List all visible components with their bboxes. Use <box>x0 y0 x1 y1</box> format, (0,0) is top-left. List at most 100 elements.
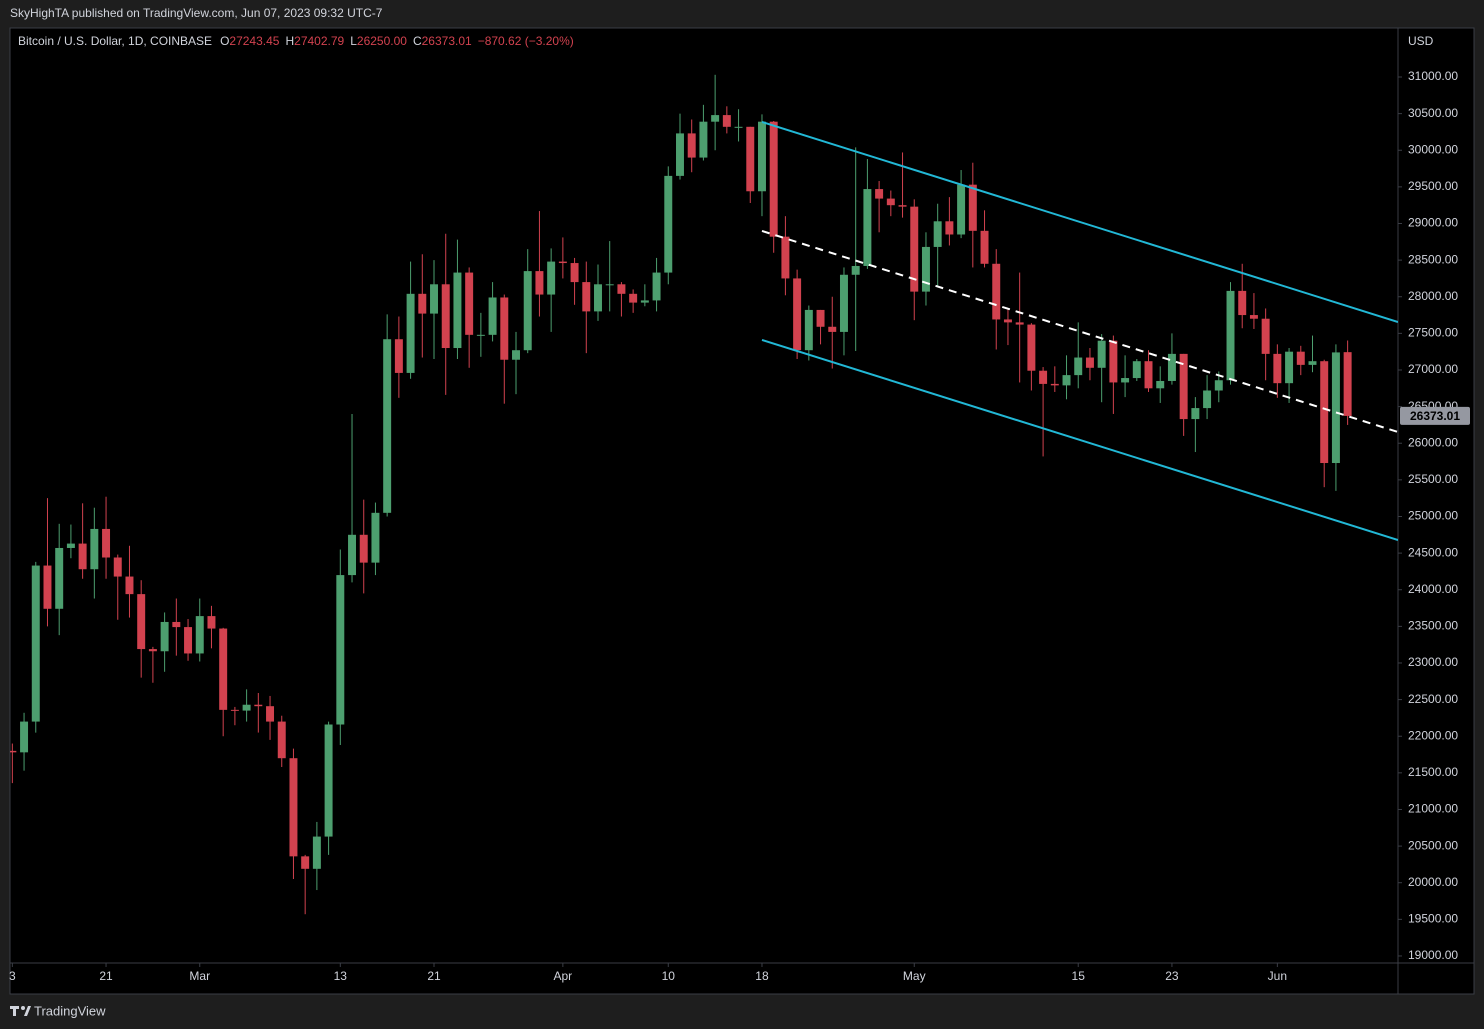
trend-line <box>761 121 1398 323</box>
x-tick-label: Mar <box>189 969 210 983</box>
candle-body <box>1238 290 1247 316</box>
candle-body <box>476 334 485 336</box>
candle-body <box>945 221 954 235</box>
candle-body <box>1214 380 1223 391</box>
candle-body <box>957 184 966 235</box>
candle-body <box>828 326 837 332</box>
y-tick-label: 21000.00 <box>1408 802 1458 816</box>
candle-body <box>348 534 357 576</box>
legend: Bitcoin / U.S. Dollar, 1D, COINBASE O2724… <box>18 34 574 48</box>
candle-body <box>992 263 1001 320</box>
candle-body <box>312 836 321 869</box>
candle-body <box>31 565 40 722</box>
candle-body <box>242 704 251 711</box>
candle-body <box>301 856 310 869</box>
candle-body <box>523 271 532 351</box>
candle-body <box>722 115 731 127</box>
candle-body <box>55 547 64 609</box>
candle-body <box>1203 390 1212 409</box>
y-tick-label: 29500.00 <box>1408 179 1458 193</box>
candle-body <box>488 297 497 335</box>
trend-line <box>761 339 1398 541</box>
candle-body <box>184 627 193 654</box>
x-tick-label: 23 <box>1165 969 1179 983</box>
y-tick-label: 26000.00 <box>1408 435 1458 449</box>
candle-body <box>78 543 87 570</box>
candle-body <box>886 198 895 206</box>
candle-body <box>910 206 919 292</box>
low-label: L <box>350 34 357 48</box>
chart-frame <box>9 27 1475 995</box>
candle-body <box>90 528 99 570</box>
candle-body <box>1261 318 1270 354</box>
candle-body <box>512 350 520 360</box>
candle-body <box>160 621 169 652</box>
candle-body <box>172 621 181 628</box>
y-tick-label: 22500.00 <box>1408 692 1458 706</box>
y-tick-label: 22000.00 <box>1408 728 1458 742</box>
symbol: Bitcoin / U.S. Dollar, 1D, COINBASE <box>18 34 212 48</box>
candle-body <box>558 261 567 264</box>
candle-body <box>219 628 228 710</box>
candle-body <box>1343 352 1352 416</box>
candle-body <box>207 616 216 629</box>
candle-body <box>711 115 720 122</box>
y-tick-label: 19000.00 <box>1408 948 1458 962</box>
x-tick-label: May <box>903 969 926 983</box>
candle-body <box>230 709 239 711</box>
axes: 31000.00 30500.00 30000.00 29500.00 29000.00… <box>9 69 1470 983</box>
high-value: 27402.79 <box>294 34 344 48</box>
candle-body <box>1156 380 1165 389</box>
candle-body <box>1074 357 1083 376</box>
y-tick-label: 21500.00 <box>1408 765 1458 779</box>
candle-body <box>20 721 29 753</box>
candle-body <box>418 293 427 314</box>
close-label: C <box>413 34 422 48</box>
y-tick-label: 25000.00 <box>1408 509 1458 523</box>
candle-body <box>336 575 345 725</box>
y-tick-label: 23500.00 <box>1408 619 1458 633</box>
candle-body <box>1308 361 1317 365</box>
y-tick-label: 31000.00 <box>1408 69 1458 83</box>
candle-body <box>453 272 462 349</box>
y-tick-label: 27500.00 <box>1408 326 1458 340</box>
y-tick-label: 24500.00 <box>1408 545 1458 559</box>
x-tick-label: 10 <box>662 969 676 983</box>
candle-body <box>851 265 860 275</box>
change-value: −870.62 (−3.20%) <box>478 34 574 48</box>
x-tick-label: 15 <box>1072 969 1086 983</box>
x-tick-label: Jun <box>1268 969 1287 983</box>
logo-mark <box>21 1006 25 1010</box>
candle-body <box>10 750 17 753</box>
y-tick-label: 20000.00 <box>1408 875 1458 889</box>
candle-body <box>968 184 977 231</box>
y-tick-label: 27000.00 <box>1408 362 1458 376</box>
candle-body <box>594 284 602 312</box>
y-tick-label: 29000.00 <box>1408 216 1458 230</box>
candle-body <box>102 528 111 558</box>
candle-body <box>1121 378 1130 383</box>
high-label: H <box>285 34 294 48</box>
candle-body <box>266 706 275 722</box>
candle-body <box>781 236 790 279</box>
open-value: 27243.45 <box>229 34 279 48</box>
candle-body <box>687 133 696 158</box>
candle-body <box>921 246 930 292</box>
candle-body <box>324 724 333 837</box>
candle-body <box>1132 361 1141 379</box>
candle-body <box>605 284 614 286</box>
candle-body <box>1191 408 1200 420</box>
candle-body <box>629 293 638 303</box>
candle-body <box>1331 352 1340 464</box>
candle-body <box>535 271 544 295</box>
candle-body <box>1144 361 1153 389</box>
y-tick-label: 25500.00 <box>1408 472 1458 486</box>
last-price-label: 26373.01 <box>1410 409 1460 423</box>
currency-label: USD <box>1408 34 1434 48</box>
candle-body <box>254 704 263 707</box>
y-tick-label: 30000.00 <box>1408 142 1458 156</box>
candle-body <box>547 261 556 295</box>
y-tick-label: 20500.00 <box>1408 838 1458 852</box>
